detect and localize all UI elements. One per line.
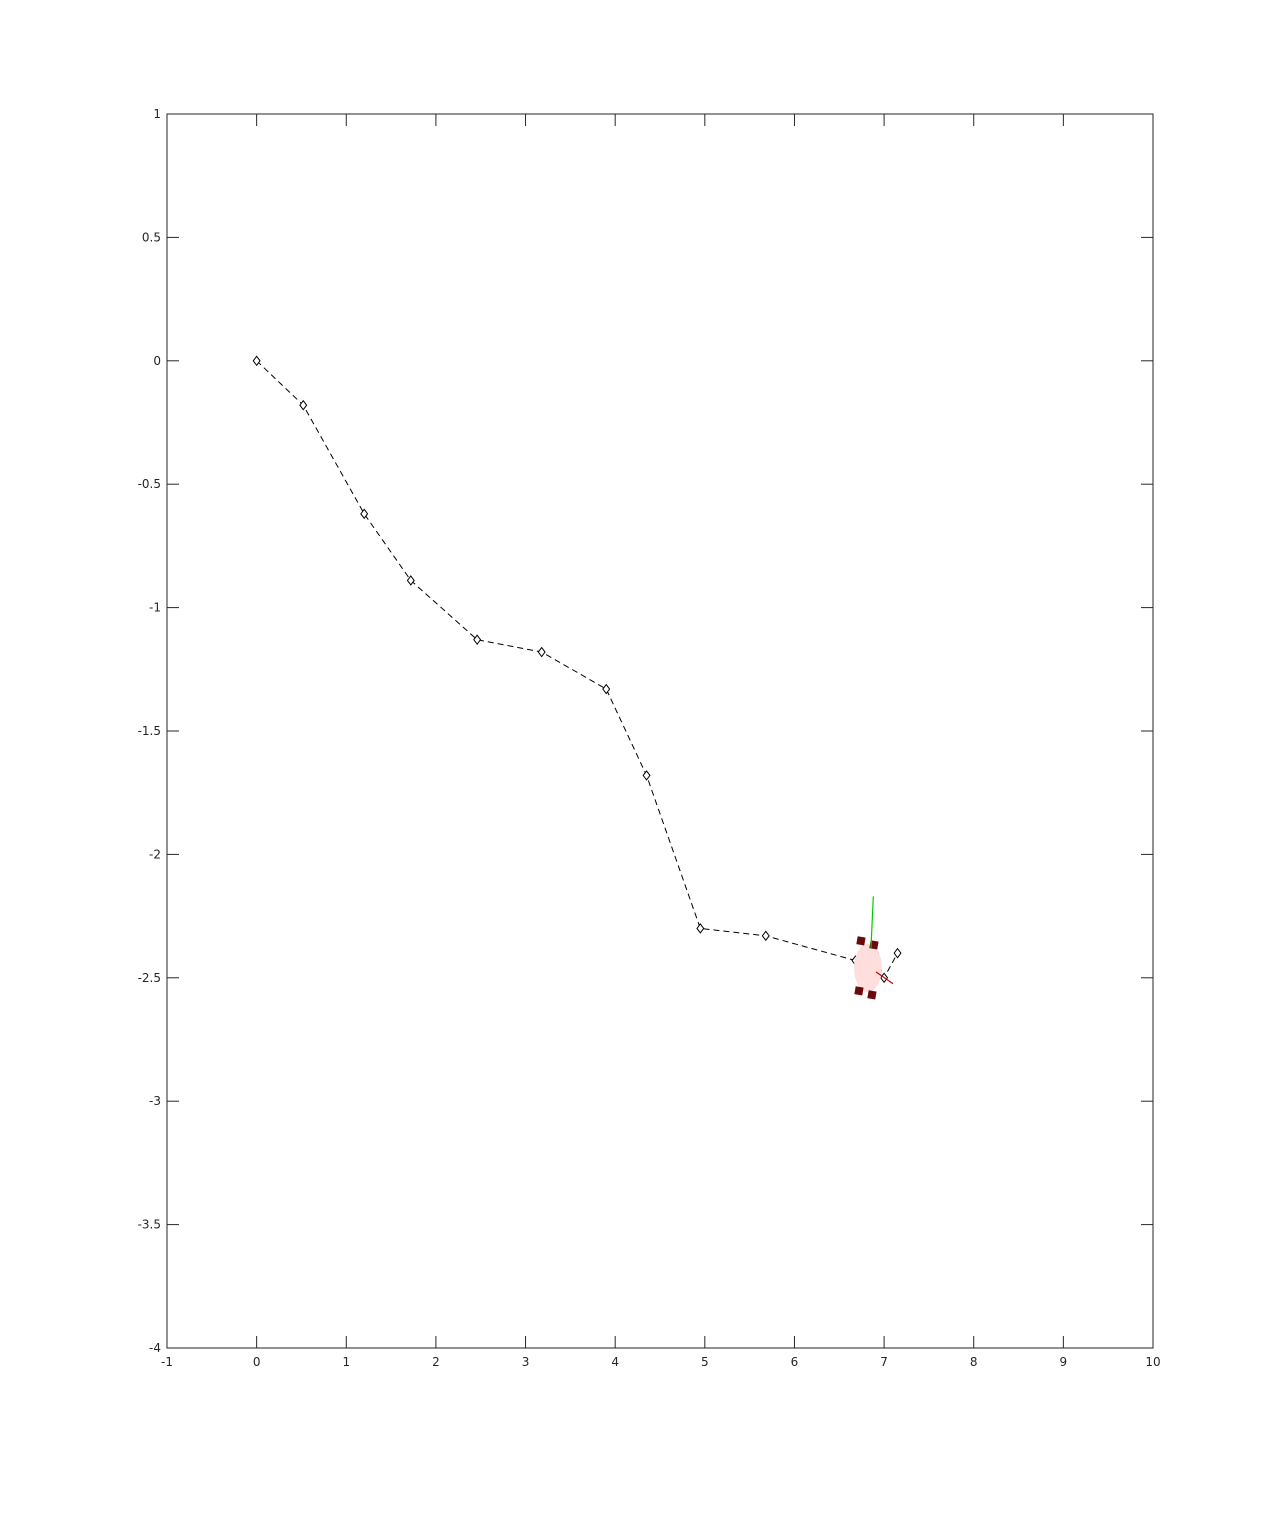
trajectory-point	[537, 646, 546, 658]
y-tick-label: -1.5	[138, 724, 161, 738]
trajectory-point	[696, 923, 705, 934]
robot-heading-axis	[870, 896, 874, 948]
trajectory-point	[252, 355, 261, 367]
robot-marker	[853, 896, 894, 1000]
trajectory-point	[642, 770, 651, 781]
y-tick-label: -3	[149, 1094, 161, 1108]
robot-wheel	[856, 936, 866, 946]
x-tick-label: 10	[1145, 1355, 1160, 1369]
robot-body	[853, 943, 882, 992]
trajectory-point	[406, 575, 415, 586]
robot-side-axis	[875, 971, 894, 985]
x-tick-label: -1	[161, 1355, 173, 1369]
ticks-layer: -1 0 1 2 3 4 5 6 7 8 9 10 1 0.5 0 -0.5 -1 -1.5 -2 -2.5 -3 -3.…	[138, 107, 1161, 1369]
y-tick-label: 0.5	[142, 230, 161, 244]
y-tick-label: 1	[153, 107, 161, 121]
x-tick-label: 7	[880, 1355, 888, 1369]
y-tick-label: 0	[153, 354, 161, 368]
robot-wheel	[867, 990, 877, 1000]
trajectory-point	[602, 683, 611, 695]
y-tick-label: -3.5	[138, 1218, 161, 1232]
trajectory-point	[360, 508, 369, 520]
x-tick-label: 1	[342, 1355, 350, 1369]
y-tick-label: -2.5	[138, 971, 161, 985]
y-tick-label: -1	[149, 601, 161, 615]
y-tick-label: -0.5	[138, 477, 161, 491]
y-tick-label: -4	[149, 1341, 161, 1355]
x-tick-label: 4	[611, 1355, 619, 1369]
trajectory-point	[761, 930, 770, 942]
x-tick-label: 6	[791, 1355, 799, 1369]
x-tick-label: 2	[432, 1355, 440, 1369]
y-tick-label: -2	[149, 847, 161, 861]
x-tick-label: 3	[522, 1355, 530, 1369]
x-tick-label: 8	[970, 1355, 978, 1369]
x-tick-label: 0	[253, 1355, 261, 1369]
plot-background	[167, 114, 1153, 1348]
axes-frame	[166, 113, 1154, 1349]
robot-wheel	[854, 986, 864, 996]
trajectory-point	[473, 634, 482, 646]
trajectory-point	[299, 399, 308, 411]
trajectory-point	[893, 947, 902, 959]
x-tick-label: 5	[701, 1355, 709, 1369]
x-tick-label: 9	[1060, 1355, 1068, 1369]
